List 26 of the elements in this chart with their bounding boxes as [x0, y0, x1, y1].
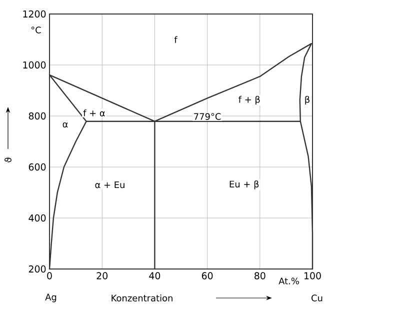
annotation: α + Eu — [95, 182, 124, 188]
annotation: f + β — [238, 96, 260, 105]
text: °C — [31, 26, 41, 34]
x-axis-title: Konzentration — [112, 294, 172, 302]
annotation: 779°C — [194, 113, 221, 120]
y-tick-label: 200 — [28, 265, 46, 273]
annotation: α — [62, 122, 68, 128]
y-tick-label: 600 — [28, 163, 46, 171]
y-tick-label: 400 — [28, 214, 46, 222]
annotation: Eu + β — [230, 180, 259, 190]
annotation: f — [174, 36, 178, 43]
x-tick-label: 40 — [149, 272, 160, 280]
x-tick-label: 20 — [96, 272, 108, 280]
text: Ag — [45, 294, 56, 302]
y-tick-label: 1200 — [23, 10, 46, 18]
x-tick-label: 80 — [254, 272, 266, 280]
y-axis-title: ϑ — [4, 158, 12, 162]
annotation: f + α — [83, 109, 105, 116]
y-tick-label: 1000 — [23, 61, 46, 69]
annotation: β — [305, 96, 310, 105]
text: At.% — [278, 278, 299, 284]
text: Cu — [312, 294, 322, 302]
x-tick-label: 100 — [304, 272, 321, 280]
x-tick-label: 0 — [47, 272, 52, 280]
y-tick-label: 800 — [28, 112, 46, 120]
x-tick-label: 60 — [202, 272, 213, 280]
